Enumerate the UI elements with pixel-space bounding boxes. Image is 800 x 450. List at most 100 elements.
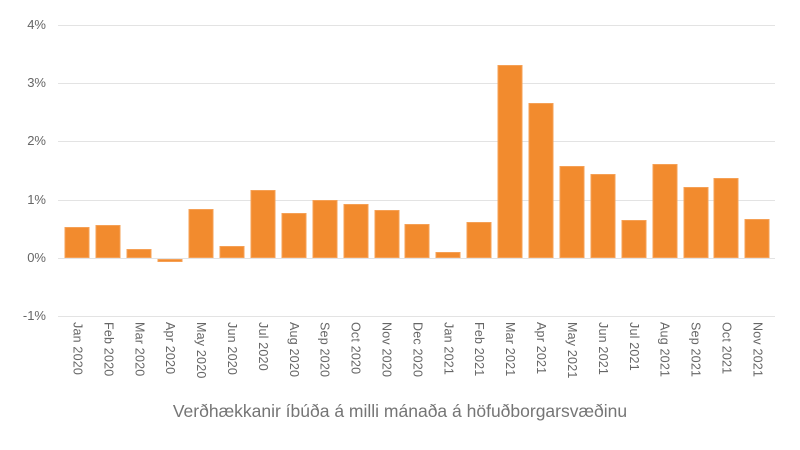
gridline: [58, 141, 775, 143]
x-label-slot: Mar 2021: [495, 322, 526, 394]
bar-slot: [247, 25, 278, 316]
bar-jun-2021[interactable]: [590, 174, 616, 258]
bar-slot: [526, 25, 557, 316]
bar-mar-2021[interactable]: [497, 65, 523, 258]
bar-slot: [93, 25, 124, 316]
bar-nov-2020[interactable]: [374, 210, 400, 258]
x-tick-label: Feb 2021: [472, 322, 487, 377]
bar-nov-2021[interactable]: [744, 219, 770, 258]
gridline: [58, 83, 775, 85]
bar-slot: [464, 25, 495, 316]
x-label-slot: Aug 2021: [649, 322, 680, 394]
bar-jun-2020[interactable]: [219, 246, 245, 258]
bar-mar-2020[interactable]: [126, 249, 152, 258]
bar-slot: [62, 25, 93, 316]
bar-jan-2021[interactable]: [435, 252, 461, 258]
x-label-slot: Jan 2020: [62, 322, 93, 394]
x-tick-label: Jan 2021: [441, 322, 456, 376]
gridline: [58, 316, 775, 317]
y-tick-label: 0%: [27, 249, 46, 265]
bar-slot: [278, 25, 309, 316]
x-tick-label: May 2021: [564, 322, 579, 379]
x-tick-label: Jul 2020: [255, 322, 270, 371]
bar-slot: [680, 25, 711, 316]
x-tick-label: Dec 2020: [410, 322, 425, 378]
bar-aug-2020[interactable]: [281, 213, 307, 258]
x-tick-label: May 2020: [194, 322, 209, 379]
chart-title: Verðhækkanir íbúða á milli mánaða á höfu…: [172, 401, 628, 421]
x-label-slot: Oct 2021: [711, 322, 742, 394]
x-label-slot: Feb 2021: [464, 322, 495, 394]
bar-slot: [371, 25, 402, 316]
x-tick-label: Oct 2021: [719, 322, 734, 375]
bar-dec-2020[interactable]: [404, 224, 430, 258]
bar-slot: [309, 25, 340, 316]
x-label-slot: Jan 2021: [433, 322, 464, 394]
y-tick-label: 4%: [27, 17, 46, 32]
x-label-slot: Mar 2020: [124, 322, 155, 394]
bar-slot: [742, 25, 773, 316]
x-tick-label: Sep 2021: [688, 322, 703, 378]
bar-feb-2020[interactable]: [95, 225, 121, 258]
x-label-slot: Feb 2020: [93, 322, 124, 394]
y-tick-label: 3%: [27, 75, 46, 91]
gridline: [58, 257, 775, 259]
bar-may-2020[interactable]: [188, 209, 214, 258]
x-tick-label: Aug 2021: [657, 322, 672, 378]
bar-apr-2020[interactable]: [157, 259, 183, 262]
x-tick-label: Mar 2021: [503, 322, 518, 377]
x-label-slot: Sep 2021: [680, 322, 711, 394]
x-tick-label: Feb 2020: [101, 322, 116, 377]
bars-container: [62, 25, 773, 316]
bar-jul-2020[interactable]: [250, 190, 276, 258]
x-tick-label: Nov 2020: [379, 322, 394, 378]
x-label-slot: Jun 2021: [587, 322, 618, 394]
x-label-slot: Oct 2020: [340, 322, 371, 394]
y-axis-labels: 4% 3% 2% 1% 0% -1%: [0, 0, 50, 450]
gridline: [58, 199, 775, 201]
y-tick-label: -1%: [22, 308, 46, 323]
bar-aug-2021[interactable]: [652, 164, 678, 258]
bar-slot: [124, 25, 155, 316]
bar-jul-2021[interactable]: [621, 220, 647, 258]
bar-slot: [402, 25, 433, 316]
bar-slot: [618, 25, 649, 316]
bar-sep-2020[interactable]: [312, 200, 338, 258]
x-label-slot: Dec 2020: [402, 322, 433, 394]
bar-slot: [557, 25, 588, 316]
bar-apr-2021[interactable]: [528, 103, 554, 258]
x-tick-label: Apr 2020: [163, 322, 178, 375]
x-tick-label: Aug 2020: [286, 322, 301, 378]
bar-oct-2021[interactable]: [713, 178, 739, 258]
bar-slot: [711, 25, 742, 316]
bar-slot: [587, 25, 618, 316]
bar-slot: [340, 25, 371, 316]
x-label-slot: Nov 2020: [371, 322, 402, 394]
x-tick-label: Jan 2020: [70, 322, 85, 376]
x-tick-label: Apr 2021: [534, 322, 549, 375]
bar-jan-2020[interactable]: [64, 227, 90, 258]
bar-slot: [217, 25, 248, 316]
x-label-slot: Jul 2020: [247, 322, 278, 394]
bar-slot: [433, 25, 464, 316]
y-tick-label: 2%: [27, 133, 46, 149]
gridline: [58, 25, 775, 26]
x-label-slot: Aug 2020: [278, 322, 309, 394]
plot-area: [58, 25, 775, 317]
x-tick-label: Sep 2020: [317, 322, 332, 378]
x-label-slot: May 2021: [557, 322, 588, 394]
x-label-slot: Jul 2021: [618, 322, 649, 394]
x-label-slot: May 2020: [186, 322, 217, 394]
x-tick-label: Mar 2020: [132, 322, 147, 377]
bar-slot: [495, 25, 526, 316]
x-label-slot: Apr 2020: [155, 322, 186, 394]
x-tick-label: Jul 2021: [626, 322, 641, 371]
x-tick-label: Jun 2021: [595, 322, 610, 376]
bar-sep-2021[interactable]: [683, 187, 709, 258]
bar-feb-2021[interactable]: [466, 222, 492, 258]
x-label-slot: Jun 2020: [217, 322, 248, 394]
bar-slot: [155, 25, 186, 316]
bar-may-2021[interactable]: [559, 166, 585, 258]
bar-oct-2020[interactable]: [343, 204, 369, 258]
